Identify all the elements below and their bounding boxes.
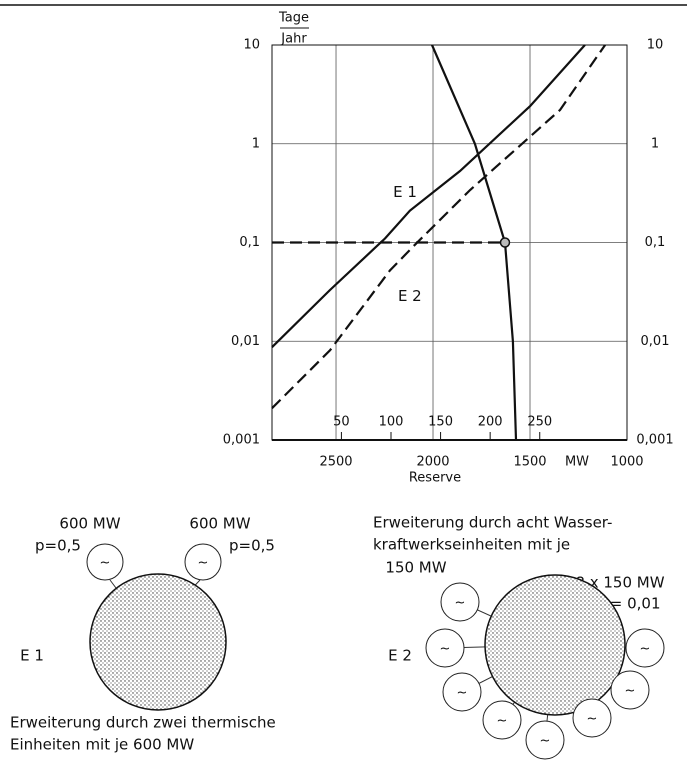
generator [610, 670, 650, 710]
heading: kraftwerkseinheiten mit je [373, 536, 570, 554]
heading: Erweiterung durch acht Wasser- [373, 514, 612, 532]
series-line [271, 44, 607, 409]
x-tick-label: 1500 [513, 455, 546, 470]
y-tick-label: 0,1 [239, 235, 260, 250]
generator [572, 698, 612, 738]
system-circle [484, 574, 626, 716]
y-tick-label: 0,001 [223, 433, 260, 448]
generator-symbol: ~ [440, 642, 451, 657]
generator [525, 720, 565, 760]
heading: 150 MW [385, 559, 446, 577]
series-line [271, 44, 586, 348]
y-tick-label-right: 0,1 [645, 235, 666, 250]
generator-symbol: ~ [587, 712, 598, 727]
generator [184, 543, 222, 581]
generator-symbol: ~ [455, 596, 466, 611]
generator-symbol: ~ [540, 734, 551, 749]
x-label: Reserve [409, 471, 461, 486]
y-label-top: Tage [278, 11, 309, 26]
system-label: E 1 [20, 647, 44, 665]
p-label: p=0,5 [35, 537, 81, 555]
p-label: p=0,5 [229, 537, 275, 555]
generator [440, 582, 480, 622]
series-label: E 2 [398, 287, 422, 305]
diagrams: 600 MW p=0,5 600 MW p=0,5 ~ ~ E 1 Erweit… [10, 514, 665, 760]
x-tick-label: 2000 [416, 455, 449, 470]
generator-symbol: ~ [640, 642, 651, 657]
generator [425, 628, 465, 668]
y-tick-label-right: 0,01 [641, 334, 670, 349]
caption: Einheiten mit je 600 MW [10, 736, 194, 754]
point-marker [499, 237, 511, 248]
x-unit: MW [565, 455, 589, 470]
generator [482, 700, 522, 740]
y-tick-label-right: 0,001 [636, 433, 673, 448]
y-label-bottom: Jahr [280, 32, 307, 47]
generator-symbol: ~ [497, 714, 508, 729]
unit-label: 600 MW [189, 515, 250, 533]
y-tick-label: 0,01 [231, 334, 260, 349]
y-tick-label-right: 10 [647, 38, 664, 53]
generator [625, 628, 665, 668]
x2-tick-label: 150 [428, 415, 453, 430]
x-tick-label: 2500 [319, 455, 352, 470]
y-tick-label: 10 [243, 38, 260, 53]
generator [86, 543, 124, 581]
generator-symbol: ~ [457, 686, 468, 701]
caption: Erweiterung durch zwei thermische [10, 714, 276, 732]
unit-label: 600 MW [59, 515, 120, 533]
x2-tick-label: 50 [333, 415, 350, 430]
x-tick-label: 1000 [610, 455, 643, 470]
generator-symbol: ~ [625, 684, 636, 699]
y-tick-label: 1 [252, 136, 260, 151]
generator-symbol: ~ [198, 556, 209, 571]
series-label: E 1 [393, 183, 417, 201]
chart: Tage Jahr Reserve MW [278, 11, 589, 486]
y-tick-label-right: 1 [651, 136, 659, 151]
x2-tick-label: 250 [527, 415, 552, 430]
generator [442, 672, 482, 712]
total-label: 8 x 150 MW [575, 574, 664, 592]
x2-tick-label: 100 [379, 415, 404, 430]
system-circle [89, 573, 227, 711]
generator-symbol: ~ [100, 556, 111, 571]
system-label: E 2 [388, 647, 412, 665]
x2-tick-label: 200 [478, 415, 503, 430]
